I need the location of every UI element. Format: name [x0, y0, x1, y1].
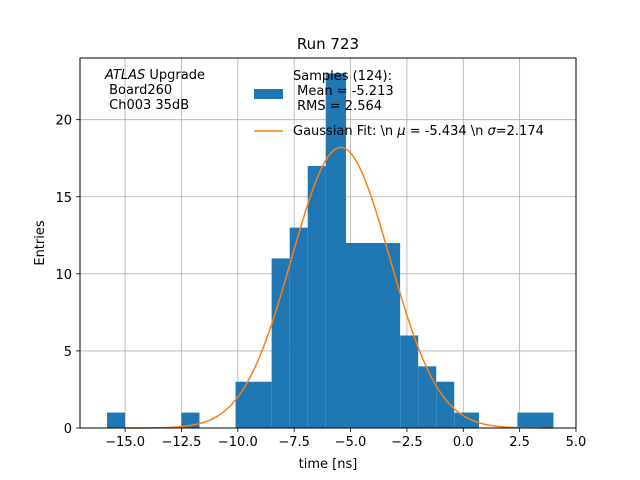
x-axis-label: time [ns]: [299, 457, 358, 472]
chart-title: Run 723: [297, 35, 359, 53]
y-tick-label: 15: [55, 191, 72, 206]
histogram-bar: [436, 381, 455, 428]
y-tick-label: 20: [55, 114, 72, 129]
x-tick-label: −5.0: [335, 435, 367, 450]
y-axis-ticks: 0 5 10 15 20: [55, 114, 80, 437]
histogram-bar: [400, 335, 419, 428]
histogram-bar: [107, 412, 126, 428]
x-tick-label: −2.5: [391, 435, 423, 450]
atlas-annotation: ATLAS Upgrade Board260 Ch003 35dB: [104, 68, 205, 113]
histogram-bar: [307, 165, 326, 428]
histogram-bar: [271, 258, 290, 428]
histogram-bar: [418, 366, 437, 428]
histogram-bar: [235, 381, 272, 428]
x-tick-label: 2.5: [509, 435, 530, 450]
histogram-bar: [289, 227, 308, 428]
legend: Samples (124): Mean = -5.213 RMS = 2.564…: [254, 69, 544, 139]
histogram-bar: [325, 73, 347, 429]
histogram-bars: [107, 73, 554, 429]
y-tick-label: 0: [64, 422, 72, 437]
x-tick-label: −12.5: [162, 435, 202, 450]
x-tick-label: −7.5: [278, 435, 310, 450]
x-tick-label: 5.0: [566, 435, 587, 450]
histogram-bar: [454, 412, 480, 428]
plot-frame: [79, 57, 577, 429]
x-tick-label: −10.0: [218, 435, 258, 450]
x-tick-label: 0.0: [453, 435, 474, 450]
x-axis-ticks: −15.0 −12.5 −10.0 −7.5 −5.0 −2.5 0.0 2.5 5.0: [105, 428, 586, 450]
x-tick-label: −15.0: [105, 435, 145, 450]
histogram-bar: [517, 412, 554, 428]
legend-label-histogram: Samples (124): Mean = -5.213 RMS = 2.564: [293, 69, 394, 114]
gaussian-fit-line: [125, 146, 554, 429]
legend-label-fit: Gaussian Fit: \n μ = -5.434 \n σ=2.174: [293, 124, 544, 139]
legend-swatch-histogram: [254, 89, 283, 99]
y-tick-label: 10: [55, 268, 72, 283]
y-axis-label: Entries: [33, 220, 48, 266]
y-tick-label: 5: [64, 345, 72, 360]
histogram-bar: [346, 243, 401, 428]
